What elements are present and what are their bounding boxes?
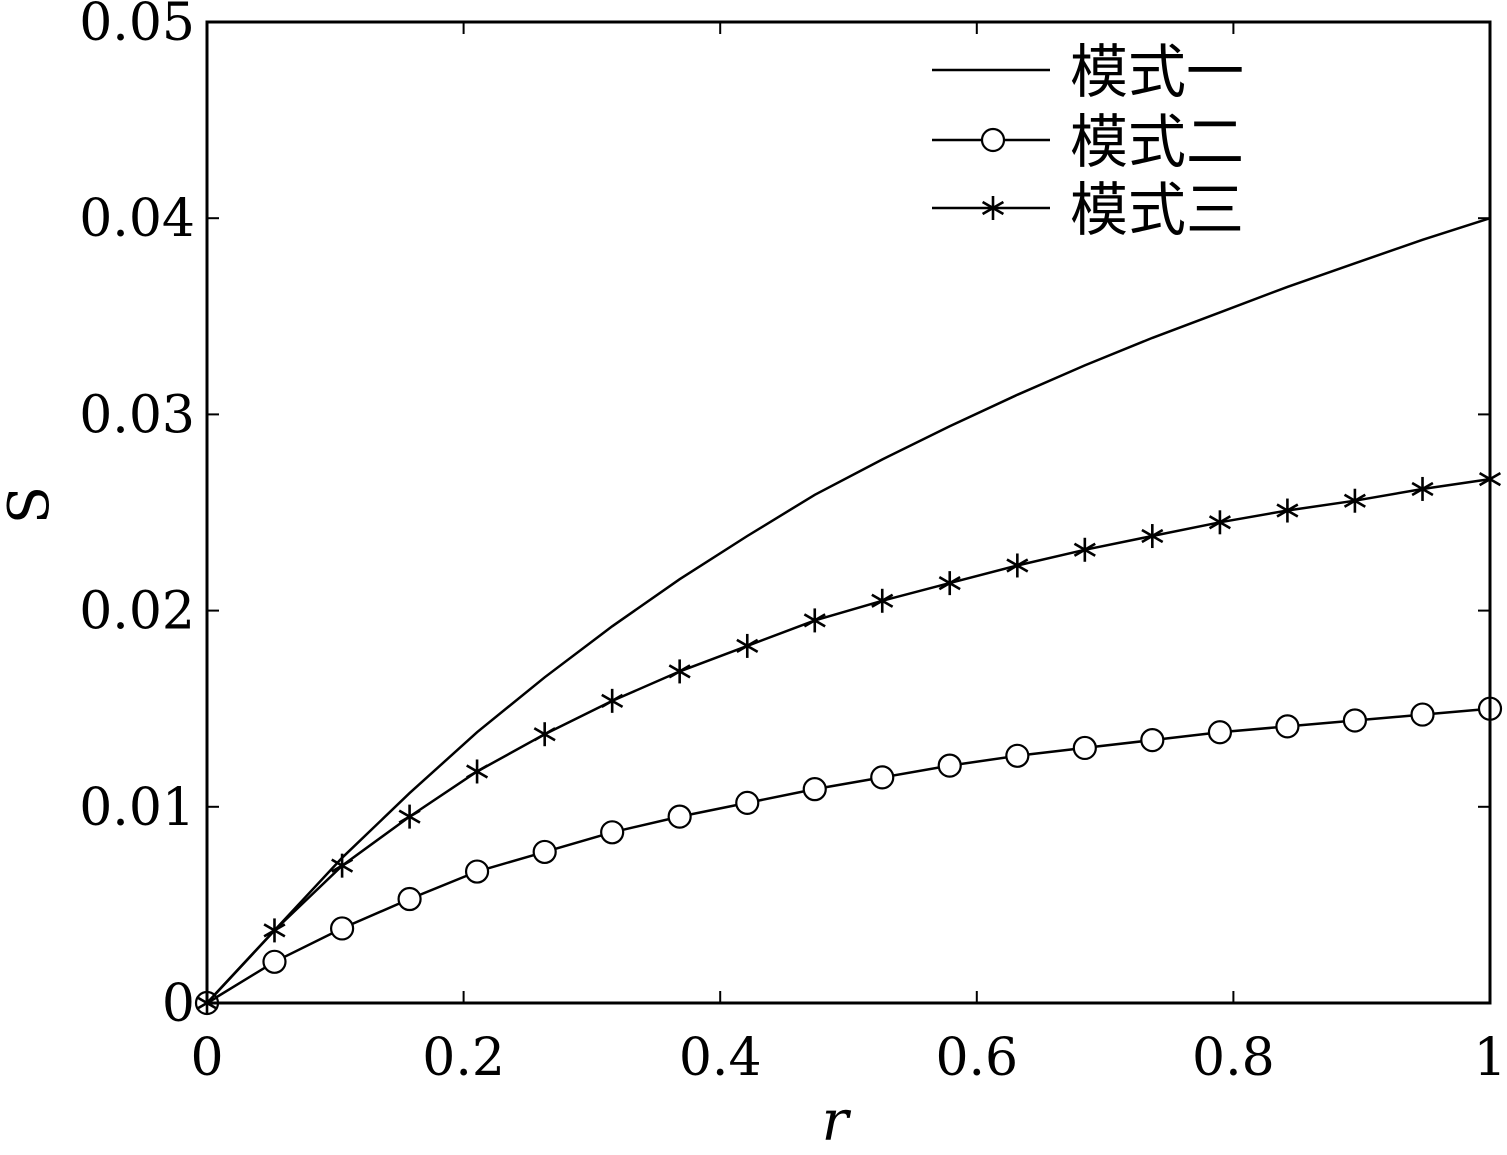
y-tick-label: 0 [162, 974, 195, 1034]
tick-labels-layer: 0 0.2 0.4 0.6 0.8 1 0 0.01 0.02 0.03 0.04 0.05 [79, 0, 1506, 1088]
data-point-circle [600, 820, 625, 845]
data-point-star [398, 804, 421, 829]
data-point-star [1141, 524, 1164, 549]
data-point-circle [1410, 702, 1435, 727]
x-tick-label: 0.2 [422, 1028, 505, 1088]
x-tick-label: 0.4 [679, 1028, 762, 1088]
series-2 [194, 696, 1503, 1016]
data-point-star [263, 918, 286, 943]
x-tick-label: 0 [190, 1028, 223, 1088]
legend-entry: 模式一 [932, 38, 1244, 106]
legend-marker-circle [980, 127, 1006, 153]
legend-label: 模式一 [1070, 38, 1244, 106]
series-3 [195, 467, 1502, 1015]
data-point-circle [667, 804, 692, 829]
series-line [206, 217, 1491, 1004]
x-axis-label: r [822, 1089, 852, 1154]
y-tick-label: 0.02 [79, 582, 195, 642]
data-point-circle [1207, 720, 1233, 745]
data-point-star [871, 588, 894, 613]
x-tick-label: 1 [1473, 1028, 1506, 1088]
legend-label: 模式三 [1070, 176, 1244, 244]
data-point-circle [1005, 743, 1030, 768]
y-axis-label: S [0, 486, 62, 524]
data-point-circle [532, 839, 557, 865]
series-line [206, 707, 1491, 1005]
y-tick-label: 0.05 [79, 0, 195, 53]
data-point-star [1276, 498, 1299, 523]
legend-entry: 模式二 [932, 108, 1244, 176]
data-point-circle [937, 753, 962, 778]
y-tick-label: 0.03 [79, 385, 195, 445]
plot-frame [205, 20, 1492, 1005]
data-point-circle [735, 790, 760, 815]
series-layer [194, 217, 1503, 1016]
data-point-circle [870, 765, 895, 790]
data-point-circle [1140, 727, 1165, 753]
data-point-star [1411, 476, 1434, 501]
y-tick-label: 0.01 [79, 778, 195, 838]
legend-label: 模式二 [1070, 108, 1244, 176]
data-point-circle [397, 886, 422, 912]
data-point-circle [329, 916, 355, 941]
data-point-circle [464, 859, 490, 884]
data-point-star [1208, 510, 1231, 535]
ticks-layer [206, 21, 1491, 1004]
data-point-star [1343, 488, 1366, 513]
series-line [206, 477, 1491, 1004]
data-point-star [668, 659, 691, 684]
y-tick-label: 0.04 [79, 189, 195, 249]
data-point-star [736, 633, 759, 658]
x-tick-label: 0.6 [935, 1028, 1018, 1088]
x-tick-label: 0.8 [1192, 1028, 1275, 1088]
data-point-star [1073, 537, 1096, 562]
data-point-star [1006, 553, 1029, 578]
data-point-star [466, 759, 489, 784]
data-point-circle [802, 777, 827, 802]
data-point-circle [1342, 708, 1368, 733]
legend-marker-star [981, 196, 1005, 220]
legend-entry: 模式三 [932, 176, 1244, 244]
data-point-star [601, 688, 624, 713]
series-1 [206, 217, 1491, 1004]
data-point-circle [262, 949, 287, 974]
data-point-star [803, 608, 826, 633]
data-point-circle [1275, 714, 1300, 739]
data-point-circle [1072, 735, 1097, 761]
data-point-star [331, 853, 354, 878]
data-point-star [938, 571, 961, 596]
data-point-star [533, 722, 556, 747]
